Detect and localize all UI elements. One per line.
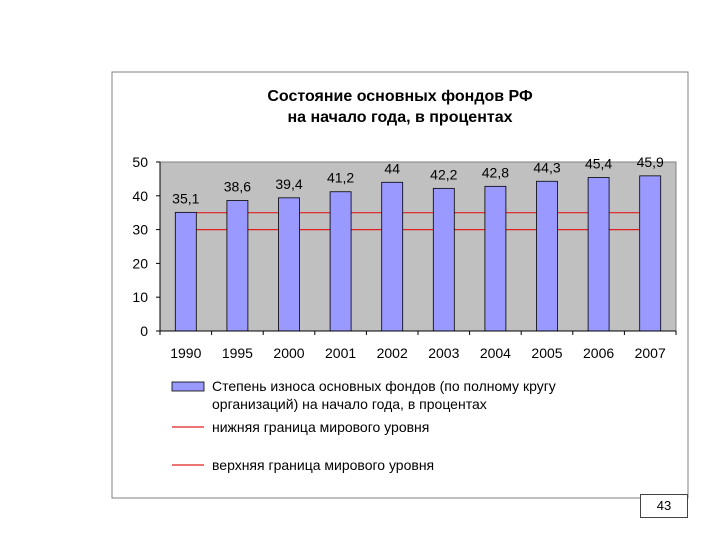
bar-label-2005: 44,3 [533, 159, 560, 175]
legend: Степень износа основных фондов (по полно… [171, 378, 556, 473]
bar-2000 [278, 197, 300, 332]
bar-2005 [536, 180, 558, 332]
x-tick-label-2001: 2001 [325, 345, 356, 361]
legend-label-wear-line-1: Степень износа основных фондов (по полно… [212, 378, 556, 394]
x-tick-label-2003: 2003 [428, 345, 459, 361]
x-tick-label-2000: 2000 [273, 345, 304, 361]
y-tick-label: 50 [132, 154, 148, 170]
x-tick-label-1995: 1995 [222, 345, 253, 361]
legend-label-lower-line: нижняя граница мирового уровня [212, 419, 429, 435]
bar-label-2001: 41,2 [327, 170, 354, 186]
bar-label-2000: 39,4 [275, 176, 302, 192]
x-tick-label-2004: 2004 [480, 345, 511, 361]
bar-label-2007: 45,9 [637, 154, 664, 170]
bar-2003 [432, 187, 455, 332]
bar-labels: 35,1 38,6 39,4 41,2 44 42,2 42,8 44,3 45,4 45,9 [172, 154, 664, 207]
bar-label-2006: 45,4 [585, 156, 612, 172]
y-tick-label: 40 [132, 188, 148, 204]
page-number: 43 [640, 494, 688, 518]
bar-label-1995: 38,6 [224, 179, 251, 195]
bar-label-1990: 35,1 [172, 190, 199, 206]
bar-label-2003: 42,2 [430, 166, 457, 182]
bar-2007 [639, 175, 662, 332]
world-level-lines [188, 212, 648, 231]
x-tick-label-2002: 2002 [377, 345, 408, 361]
chart-title-line-2: на начало года, в процентах [287, 109, 512, 126]
y-tick-label: 20 [132, 255, 148, 271]
x-tick-label-2006: 2006 [583, 345, 614, 361]
bar-2006 [587, 177, 610, 332]
bar-2002 [381, 181, 404, 332]
chart-title-line-1: Состояние основных фондов РФ [267, 88, 533, 105]
legend-label-wear-line-2: организаций) на начало года, в процентах [212, 396, 487, 412]
y-tick-label: 10 [132, 289, 148, 305]
bar-label-2004: 42,8 [482, 164, 509, 180]
legend-label-upper-line: верхняя граница мирового уровня [212, 457, 434, 473]
bars [174, 175, 662, 332]
x-axis: 1990 1995 2000 2001 2002 2003 2004 2005 2006 2007 [159, 330, 677, 361]
x-tick-label-2007: 2007 [635, 345, 666, 361]
y-axis: 0 10 20 30 40 50 [132, 154, 161, 339]
bar-1995 [226, 200, 249, 332]
legend-swatch-wear [171, 381, 205, 392]
bar-2001 [329, 191, 352, 332]
x-tick-label-2005: 2005 [531, 345, 562, 361]
y-tick-label: 30 [132, 222, 148, 238]
bar-label-2002: 44 [384, 160, 400, 176]
y-tick-label: 0 [140, 323, 148, 339]
bar-2004 [484, 185, 507, 332]
x-tick-label-1990: 1990 [170, 345, 201, 361]
bar-1990 [174, 211, 197, 332]
